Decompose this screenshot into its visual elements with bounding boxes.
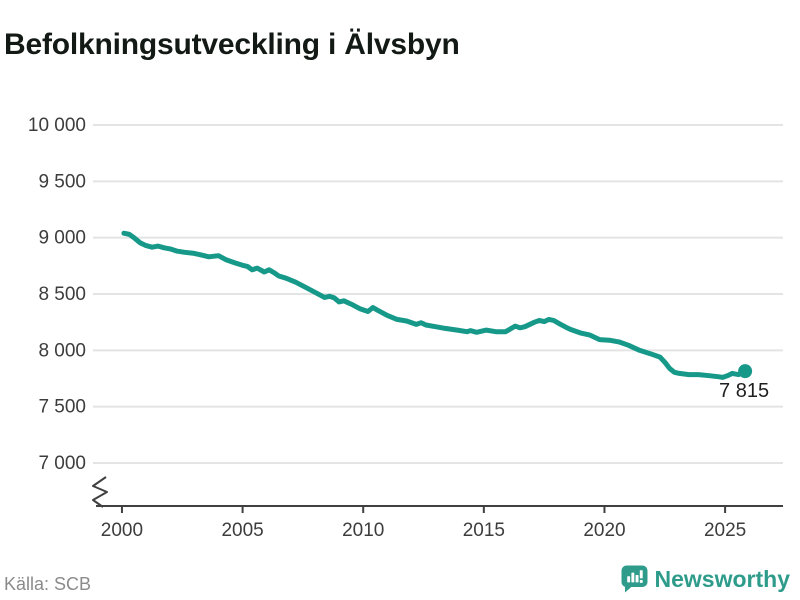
- y-axis-tick-label: 9 500: [38, 171, 86, 192]
- x-axis-tick-label: 2015: [463, 520, 505, 541]
- y-axis-tick-label: 9 000: [38, 228, 86, 249]
- x-axis-tick-label: 2000: [101, 520, 143, 541]
- y-axis-break-icon: [92, 476, 108, 508]
- x-axis-tick-label: 2005: [221, 520, 263, 541]
- y-axis-tick-label: 8 000: [38, 340, 86, 361]
- x-axis-tick-label: 2020: [583, 520, 625, 541]
- y-axis-tick-label: 8 500: [38, 284, 86, 305]
- x-axis-tick-label: 2010: [342, 520, 384, 541]
- y-axis-tick-label: 7 000: [38, 453, 86, 474]
- newsworthy-wordmark: Newsworthy: [654, 565, 790, 592]
- source-caption: Källa: SCB: [4, 574, 92, 594]
- series-end-dot: [738, 364, 753, 379]
- y-axis-tick-label: 7 500: [38, 397, 86, 418]
- x-axis-tick-label: 2025: [704, 520, 746, 541]
- population-series-line: [121, 230, 748, 380]
- series-end-value-label: 7 815: [719, 380, 769, 402]
- newsworthy-logo[interactable]: Newsworthy: [621, 565, 790, 593]
- chart-title: Befolkningsutveckling i Älvsbyn: [4, 28, 460, 62]
- newsworthy-icon: [621, 565, 648, 593]
- y-axis-tick-label: 10 000: [28, 115, 86, 136]
